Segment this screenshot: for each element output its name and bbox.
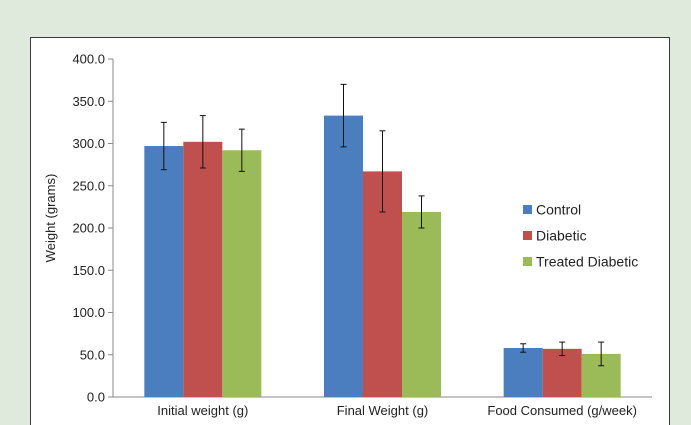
error-bars-group bbox=[160, 83, 605, 367]
y-tick-label: 200.0 bbox=[72, 221, 105, 236]
legend-swatch bbox=[523, 205, 532, 214]
bar bbox=[183, 141, 223, 397]
legend-label: Diabetic bbox=[536, 228, 587, 244]
y-tick-label: 100.0 bbox=[72, 305, 105, 320]
y-tick-label: 400.0 bbox=[72, 52, 105, 67]
bar bbox=[402, 211, 441, 397]
bar bbox=[144, 146, 184, 397]
legend-swatch bbox=[523, 231, 532, 240]
bar bbox=[542, 348, 582, 397]
x-category-label: Final Weight (g) bbox=[337, 403, 429, 418]
y-tick-label: 0.0 bbox=[87, 390, 105, 405]
legend-swatch bbox=[523, 257, 532, 266]
y-axis: 0.0 50.0 100.0 150.0 200.0 250.0 300.0 350.0 400… bbox=[72, 52, 114, 405]
y-axis-title: Weight (grams) bbox=[43, 174, 58, 263]
legend: Control Diabetic Treated Diabetic bbox=[523, 202, 638, 270]
bar bbox=[503, 347, 543, 397]
x-category-label: Initial weight (g) bbox=[157, 403, 248, 418]
y-tick-label: 250.0 bbox=[72, 178, 105, 193]
x-category-label: Food Consumed (g/week) bbox=[487, 403, 637, 418]
bars-group bbox=[144, 115, 621, 398]
y-tick-label: 300.0 bbox=[72, 136, 105, 151]
category-labels: Initial weight (g) Final Weight (g) Food C… bbox=[157, 403, 637, 418]
y-tick-label: 50.0 bbox=[80, 347, 105, 362]
bar bbox=[222, 150, 262, 397]
y-tick-label: 150.0 bbox=[72, 263, 105, 278]
legend-label: Treated Diabetic bbox=[536, 254, 638, 270]
bar bbox=[324, 115, 363, 398]
legend-label: Control bbox=[536, 202, 581, 218]
y-tick-label: 350.0 bbox=[72, 94, 105, 109]
